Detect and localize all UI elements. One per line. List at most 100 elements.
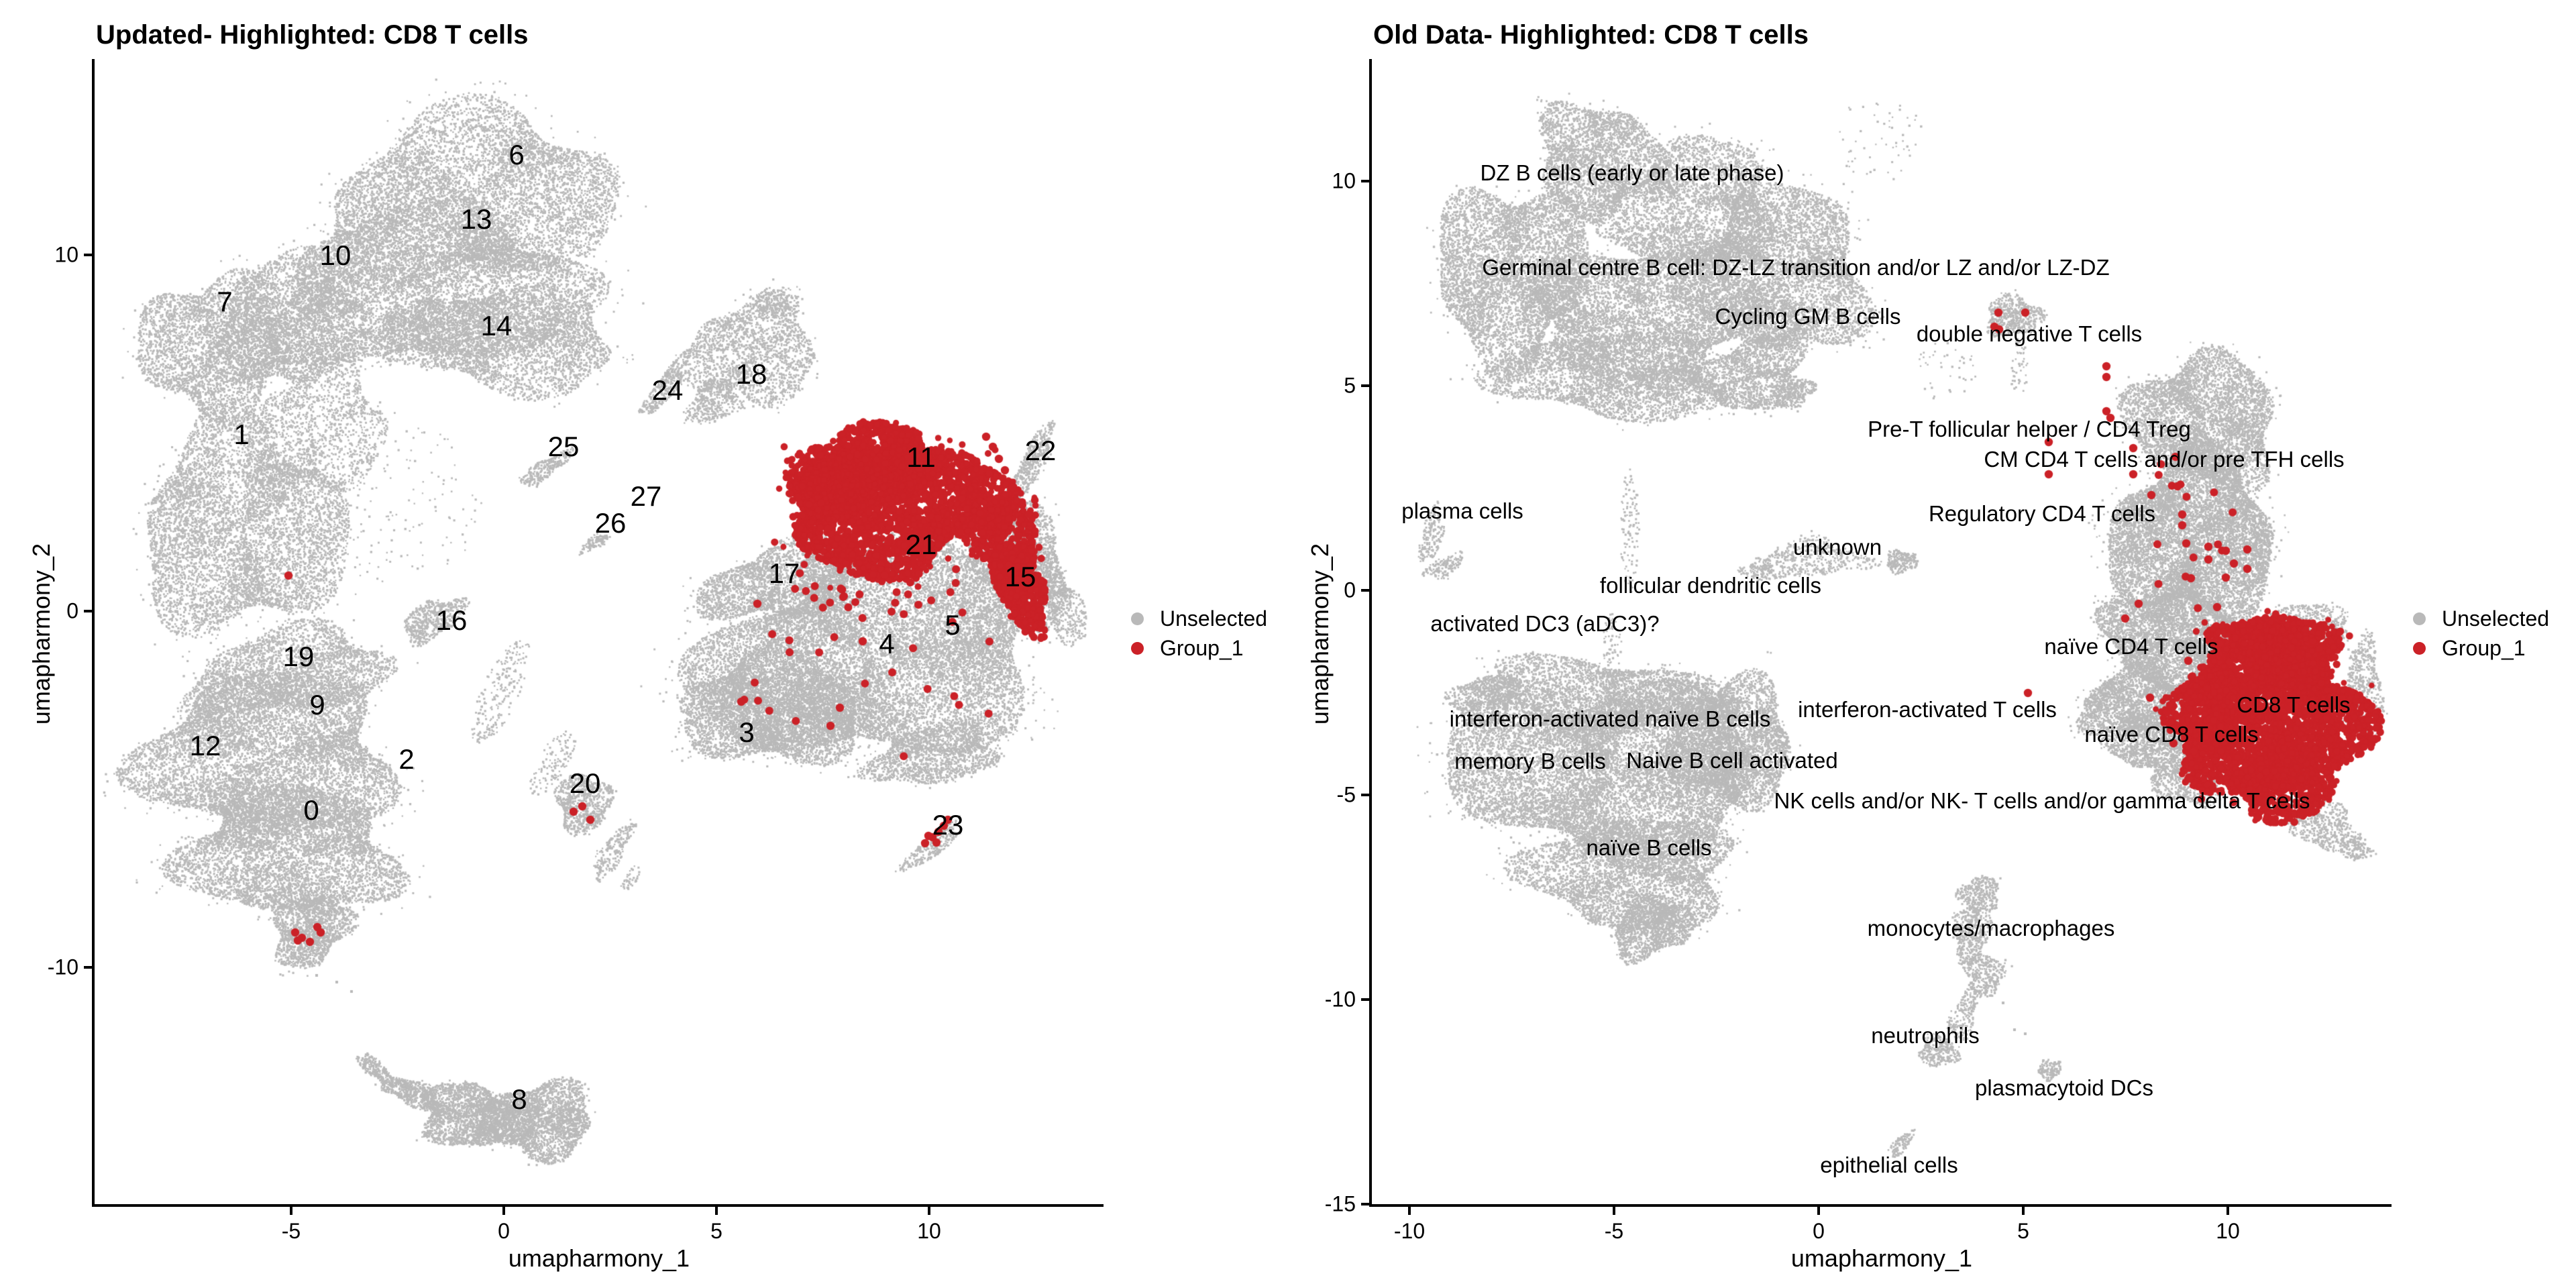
x-axis-line [92, 1204, 1104, 1207]
x-tick-label: 10 [917, 1219, 941, 1243]
unselected-swatch [1131, 612, 1144, 625]
x-axis-title: umapharmony_1 [1790, 1244, 1973, 1272]
cluster-label-23: 23 [932, 809, 964, 841]
y-axis-title: umapharmony_2 [28, 543, 55, 725]
legend-item-unselected: Unselected [1131, 604, 1267, 633]
y-tick-mark [1361, 998, 1369, 1001]
y-tick-label: 0 [66, 598, 78, 623]
x-tick-label: 0 [498, 1219, 510, 1243]
annotation-label: activated DC3 (aDC3)? [1430, 611, 1660, 636]
annotation-label: naïve CD8 T cells [2084, 722, 2259, 747]
legend-label: Unselected [2442, 606, 2550, 631]
annotation-label: memory B cells [1454, 749, 1606, 773]
annotation-label: DZ B cells (early or late phase) [1480, 160, 1784, 185]
x-tick-label: -10 [1393, 1219, 1426, 1243]
annotation-label: plasmacytoid DCs [1975, 1075, 2153, 1100]
y-tick-label: -5 [1336, 782, 1356, 807]
x-tick-label: -5 [1604, 1219, 1624, 1243]
y-tick-label: 5 [1344, 373, 1356, 398]
panel-title: Updated- Highlighted: CD8 T cells [96, 20, 529, 50]
cluster-label-25: 25 [547, 431, 580, 462]
cluster-label-16: 16 [435, 604, 468, 636]
annotation-label: plasma cells [1401, 498, 1523, 523]
x-tick-mark [1613, 1207, 1615, 1215]
annotation-label: double negative T cells [1916, 321, 2143, 346]
cluster-label-17: 17 [768, 557, 800, 589]
annotation-label: CM CD4 T cells and/or pre TFH cells [1984, 447, 2345, 472]
annotation-label: neutrophils [1871, 1023, 1980, 1048]
y-tick-label: 10 [1332, 168, 1356, 193]
annotation-label: naïve B cells [1586, 835, 1712, 860]
umap-scatter-canvas [95, 60, 1104, 1204]
y-tick-mark [84, 966, 92, 969]
annotation-label: interferon-activated T cells [1798, 697, 2057, 722]
cluster-label-5: 5 [945, 609, 961, 641]
legend: Unselected Group_1 [2413, 604, 2549, 663]
cluster-label-9: 9 [309, 689, 325, 720]
x-tick-mark [290, 1207, 292, 1215]
cluster-label-27: 27 [630, 480, 662, 512]
x-tick-mark [2022, 1207, 2025, 1215]
legend-label: Group_1 [2442, 635, 2526, 660]
y-tick-mark [1361, 589, 1369, 592]
cluster-label-1: 1 [233, 419, 250, 450]
cluster-label-26: 26 [594, 507, 627, 539]
annotation-label: Naive B cell activated [1626, 748, 1838, 773]
y-tick-label: 0 [1344, 578, 1356, 602]
y-tick-mark [1361, 1203, 1369, 1205]
cluster-label-24: 24 [651, 374, 684, 406]
annotation-label: NK cells and/or NK- T cells and/or gamma… [1774, 788, 2310, 813]
annotation-label: follicular dendritic cells [1599, 573, 1822, 598]
cluster-label-21: 21 [905, 529, 937, 560]
annotation-label: Germinal centre B cell: DZ-LZ transition… [1482, 255, 2110, 280]
group1-swatch [2413, 641, 2426, 655]
x-tick-mark [502, 1207, 505, 1215]
legend-label: Unselected [1160, 606, 1268, 631]
cluster-label-15: 15 [1004, 561, 1036, 592]
cluster-label-7: 7 [217, 286, 233, 317]
annotation-label: Regulatory CD4 T cells [1928, 501, 2156, 526]
cluster-label-6: 6 [508, 139, 525, 170]
y-tick-label: -15 [1324, 1191, 1356, 1216]
x-tick-mark [715, 1207, 718, 1215]
y-tick-mark [1361, 180, 1369, 182]
umap-scatter-canvas [1372, 60, 2392, 1204]
y-axis-line [1369, 59, 1372, 1207]
x-tick-label: 5 [2017, 1219, 2029, 1243]
x-tick-mark [1408, 1207, 1411, 1215]
unselected-swatch [2413, 612, 2426, 625]
x-tick-label: 0 [1813, 1219, 1825, 1243]
y-axis-title: umapharmony_2 [1306, 543, 1334, 725]
x-tick-label: -5 [281, 1219, 301, 1243]
x-axis-title: umapharmony_1 [508, 1244, 690, 1272]
y-tick-mark [1361, 384, 1369, 387]
cluster-label-20: 20 [569, 767, 601, 799]
y-tick-mark [84, 254, 92, 256]
group1-swatch [1131, 641, 1144, 655]
cluster-label-13: 13 [460, 203, 492, 235]
cluster-label-22: 22 [1024, 435, 1057, 466]
cluster-label-8: 8 [511, 1083, 527, 1115]
legend: Unselected Group_1 [1131, 604, 1267, 663]
cluster-label-14: 14 [480, 310, 513, 341]
cluster-label-3: 3 [739, 716, 755, 748]
cluster-label-4: 4 [879, 628, 895, 659]
cluster-label-11: 11 [906, 441, 936, 473]
x-tick-mark [1817, 1207, 1820, 1215]
annotation-label: CD8 T cells [2237, 692, 2351, 717]
y-tick-label: -10 [47, 955, 78, 979]
cluster-label-0: 0 [303, 794, 319, 826]
annotation-label: monocytes/macrophages [1867, 916, 2115, 941]
y-axis-line [92, 59, 95, 1207]
x-tick-mark [928, 1207, 930, 1215]
y-tick-label: 10 [54, 242, 78, 267]
y-tick-mark [84, 610, 92, 612]
annotation-label: epithelial cells [1820, 1152, 1958, 1177]
annotation-label: unknown [1792, 535, 1882, 559]
annotation-label: Pre-T follicular helper / CD4 Treg [1868, 417, 2191, 441]
x-axis-line [1369, 1204, 2392, 1207]
cluster-label-2: 2 [398, 743, 415, 775]
